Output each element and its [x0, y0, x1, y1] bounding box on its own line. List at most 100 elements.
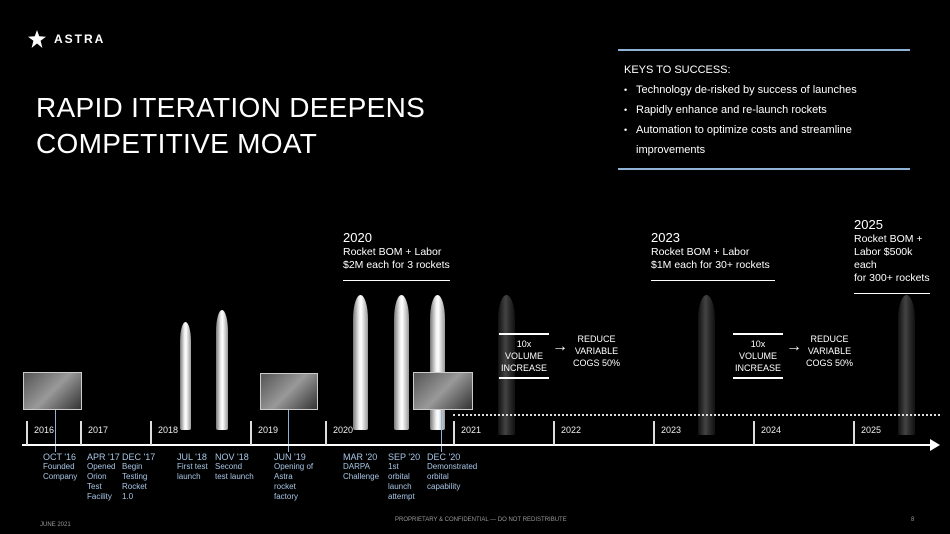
rocket-image — [353, 295, 368, 430]
year-tick — [853, 421, 855, 445]
event-text: Opened Orion Test Facility — [87, 462, 116, 501]
timeline-event: APR '17 Opened Orion Test Facility — [87, 452, 123, 502]
timeline-event: JUL '18 First test launch — [177, 452, 213, 482]
year-tick — [150, 421, 152, 445]
connector-line — [441, 410, 442, 452]
volume-increase-label: 10x VOLUME INCREASE — [733, 333, 783, 379]
event-date: APR '17 — [87, 452, 120, 462]
vol-line: 10x VOLUME — [504, 339, 543, 361]
milestone-year: 2023 — [651, 230, 680, 245]
reduce-cogs-label: REDUCE VARIABLE COGS 50% — [573, 333, 620, 369]
year-label: 2023 — [661, 425, 682, 435]
timeline-event: JUN '19 Opening of Astra rocket factory — [274, 452, 316, 502]
red-line: VARIABLE — [574, 346, 619, 356]
milestone-2023: 2023 Rocket BOM + Labor $1M each for 30+ … — [651, 230, 775, 281]
keys-heading: KEYS TO SUCCESS: — [624, 64, 731, 76]
event-text: First test launch — [177, 462, 208, 481]
event-date: JUL '18 — [177, 452, 207, 462]
red-line: VARIABLE — [807, 346, 852, 356]
event-text: DARPA Challenge — [343, 462, 380, 481]
factory-photo — [260, 373, 318, 410]
event-date: JUN '19 — [274, 452, 306, 462]
milestone-line: $1M each for 30+ rockets — [651, 259, 770, 271]
footer-date: JUNE 2021 — [40, 522, 71, 528]
red-line: REDUCE — [810, 334, 849, 344]
red-line: REDUCE — [577, 334, 616, 344]
rocket-image — [180, 322, 191, 430]
milestone-line: Rocket BOM + Labor — [343, 246, 442, 258]
title-line: RAPID ITERATION DEEPENS — [36, 92, 426, 123]
event-text: Demonstrated orbital capability — [427, 462, 478, 491]
event-text: 1st orbital launch attempt — [388, 462, 415, 501]
reduce-cogs-label: REDUCE VARIABLE COGS 50% — [806, 333, 853, 369]
year-tick — [80, 421, 82, 445]
arrow-right-icon: → — [552, 338, 568, 355]
year-label: 2018 — [158, 425, 179, 435]
year-tick — [250, 421, 252, 445]
vol-line: INCREASE — [734, 363, 781, 373]
year-label: 2016 — [34, 425, 55, 435]
timeline-event: MAR '20 DARPA Challenge — [343, 452, 383, 482]
timeline-event: NOV '18 Second test launch — [215, 452, 257, 482]
event-text: Opening of Astra rocket factory — [274, 462, 314, 501]
brand-name: ASTRA — [54, 32, 106, 46]
year-label: 2021 — [461, 425, 482, 435]
rocket-image — [898, 295, 915, 435]
rocket-image — [394, 295, 409, 430]
red-line: COGS 50% — [573, 358, 621, 368]
rocket-image — [216, 310, 228, 430]
year-label: 2022 — [561, 425, 582, 435]
rocket-image — [498, 295, 515, 435]
founders-photo — [23, 372, 82, 410]
timeline-event: DEC '17 Begin Testing Rocket 1.0 — [122, 452, 158, 502]
milestone-line: Labor $500k each — [854, 246, 913, 271]
event-date: DEC '17 — [122, 452, 156, 462]
vol-line: 10x VOLUME — [738, 339, 777, 361]
event-date: SEP '20 — [388, 452, 421, 462]
timeline-event: SEP '20 1st orbital launch attempt — [388, 452, 422, 502]
connector-line — [288, 410, 289, 452]
milestone-line: for 300+ rockets — [854, 272, 930, 284]
timeline-event: DEC '20 Demonstrated orbital capability — [427, 452, 477, 492]
page-title: RAPID ITERATION DEEPENS COMPETITIVE MOAT — [36, 90, 425, 162]
event-text: Begin Testing Rocket 1.0 — [122, 462, 148, 501]
year-tick — [653, 421, 655, 445]
year-label: 2025 — [861, 425, 882, 435]
year-label: 2024 — [761, 425, 782, 435]
milestone-year: 2025 — [854, 217, 883, 232]
year-label: 2020 — [333, 425, 354, 435]
orbit-photo — [413, 372, 473, 410]
year-tick — [26, 421, 28, 445]
rocket-image — [698, 295, 715, 435]
event-date: OCT '16 — [43, 452, 77, 462]
event-text: Founded Company — [43, 462, 78, 481]
footer-confidential: PROPRIETARY & CONFIDENTIAL — DO NOT REDI… — [395, 517, 567, 523]
star-icon — [28, 30, 46, 48]
keys-to-success-box: KEYS TO SUCCESS: Technology de-risked by… — [618, 49, 910, 170]
timeline-event: OCT '16 Founded Company — [43, 452, 83, 482]
volume-increase-label: 10x VOLUME INCREASE — [499, 333, 549, 379]
event-date: DEC '20 — [427, 452, 461, 462]
milestone-line: Rocket BOM + — [854, 233, 923, 245]
projection-dotted-line — [453, 414, 940, 416]
key-item: Technology de-risked by success of launc… — [624, 80, 910, 100]
key-item: Automation to optimize costs and streaml… — [624, 120, 910, 160]
year-tick — [553, 421, 555, 445]
connector-line — [55, 410, 56, 452]
year-tick — [453, 421, 455, 445]
year-label: 2017 — [88, 425, 109, 435]
timeline-axis — [22, 444, 932, 446]
event-date: NOV '18 — [215, 452, 249, 462]
milestone-2020: 2020 Rocket BOM + Labor $2M each for 3 ro… — [343, 230, 450, 281]
red-line: COGS 50% — [806, 358, 854, 368]
vol-line: INCREASE — [500, 363, 547, 373]
astra-logo: ASTRA — [28, 30, 105, 48]
milestone-line: Rocket BOM + Labor — [651, 246, 750, 258]
timeline-arrow-icon — [930, 439, 940, 451]
event-date: MAR '20 — [343, 452, 378, 462]
event-text: Second test launch — [215, 462, 254, 481]
page-number: 8 — [911, 517, 915, 523]
milestone-year: 2020 — [343, 230, 372, 245]
year-label: 2019 — [258, 425, 279, 435]
milestone-2025: 2025 Rocket BOM + Labor $500k each for 300… — [854, 217, 930, 294]
